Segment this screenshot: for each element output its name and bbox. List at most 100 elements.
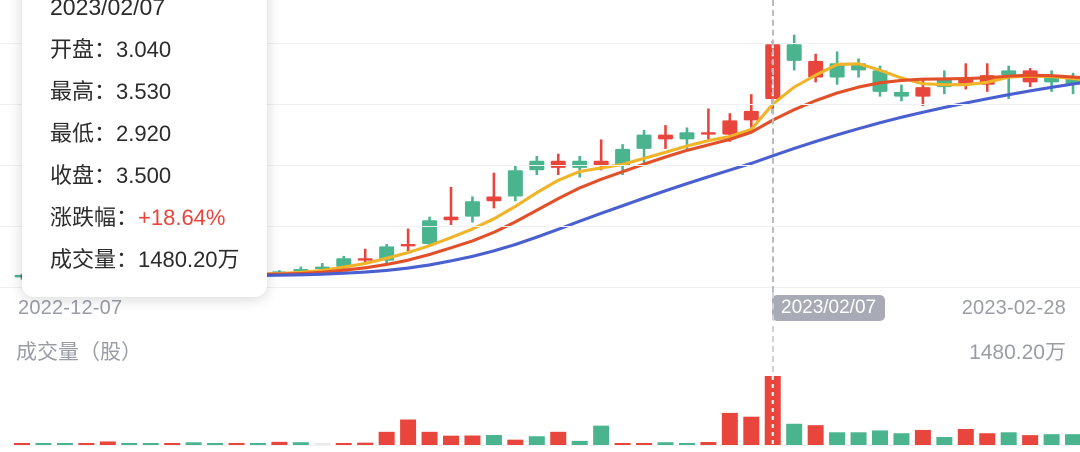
volume-bar [271,441,288,446]
tooltip-row-value: 3.500 [116,163,172,188]
tooltip-row: 成交量：1480.20万 [22,237,267,279]
volume-bar [185,442,202,446]
volume-bar [14,443,30,446]
tooltip-row: 最高：3.530 [22,69,267,111]
candle-body [572,160,588,168]
volume-bar [614,442,631,446]
candlestick [400,228,416,252]
x-axis-highlight-badge: 2023/02/07 [772,295,886,321]
volume-bars-plot [14,376,1080,446]
tooltip-row-label: 最低： [50,121,117,146]
candle-body [486,196,502,202]
volume-bar [957,428,974,446]
volume-bar [207,443,224,446]
volume-title-label: 成交量（股） [16,341,142,364]
candle-body [893,91,909,97]
candle-body [636,134,652,149]
candle-body [507,170,523,197]
candle-body [422,220,438,245]
volume-bar [249,443,266,446]
candle-body [700,132,716,135]
tooltip-row-label: 最高： [50,79,117,104]
volume-bar [164,443,181,446]
candle-body [615,148,631,166]
volume-bar [1000,432,1017,446]
candlestick [658,125,673,149]
tooltip-row-value: 1480.20万 [138,247,240,272]
candlestick [936,70,952,95]
price-tooltip: 2023/02/07 开盘：3.040 最高：3.530 最低：2.920 收盘：3.… [22,0,267,297]
x-axis-start-label: 2022-12-07 [18,297,123,319]
candlestick [422,216,438,247]
volume-bar [678,443,695,446]
candle-body [593,160,609,166]
volume-bar [914,429,931,446]
candlestick [743,94,759,128]
volume-bar [1065,434,1080,446]
volume-header: 成交量（股） 1480.20万 [0,336,1080,370]
candlestick [443,186,459,225]
candle-body [679,132,695,140]
tooltip-row-value: +18.64% [138,205,226,230]
tooltip-row-value: 2.920 [116,121,172,146]
volume-bar [550,431,567,446]
candle-body [872,70,888,92]
volume-bar [936,437,953,446]
volume-bar [721,412,738,446]
volume-bar [99,441,116,446]
gridline [0,43,1080,44]
volume-bar [378,431,395,446]
volume-value-label: 1480.20万 [969,341,1066,364]
volume-bar [829,432,846,446]
tooltip-row-value: 3.530 [116,79,172,104]
volume-bar [142,443,159,446]
x-axis-end-label: 2023-02-28 [961,297,1066,319]
candlestick [486,172,502,209]
candlestick [615,144,631,176]
candlestick [700,108,716,140]
tooltip-row: 最低：2.920 [22,111,267,153]
volume-bar [850,432,867,446]
tooltip-row-label: 开盘： [50,37,117,62]
volume-bar [507,439,524,446]
tooltip-rows: 开盘：3.040 最高：3.530 最低：2.920 收盘：3.500 涨跌幅：+18.… [22,27,267,279]
volume-bar [743,416,760,446]
volume-bar [314,443,331,446]
volume-bar [121,443,138,446]
volume-bar [56,443,73,446]
volume-chart-panel[interactable] [0,372,1080,452]
volume-bar [571,440,588,446]
candle-body [550,160,566,168]
gridline [0,287,1080,288]
volume-bar [421,431,438,446]
candlestick [507,165,523,202]
candle-body [786,44,802,61]
candle-body [1044,77,1060,83]
gridline [0,165,1080,166]
volume-bar [657,442,674,446]
volume-bar [400,419,417,446]
tooltip-row-label: 收盘： [50,163,117,188]
tooltip-row: 收盘：3.500 [22,153,267,195]
candlestick [550,153,566,176]
volume-bar [593,425,610,446]
gridline [0,104,1080,105]
volume-bar [872,430,888,446]
volume-bar [228,443,245,446]
candlestick [893,84,909,102]
tooltip-date: 2023/02/07 [50,0,166,20]
volume-bar [786,423,803,446]
candlestick [379,244,395,265]
volume-bar [35,443,52,446]
candle-body [915,87,931,97]
candlestick [464,196,480,223]
tooltip-row-value: 3.040 [116,37,172,62]
tooltip-row: 涨跌幅：+18.64% [22,195,267,237]
volume-bar [1043,434,1060,446]
volume-bar [485,435,502,446]
volume-bar [979,433,996,446]
candle-body [443,216,459,221]
candle-body [1001,70,1017,76]
volume-bar [292,442,309,446]
candle-body [722,120,738,135]
